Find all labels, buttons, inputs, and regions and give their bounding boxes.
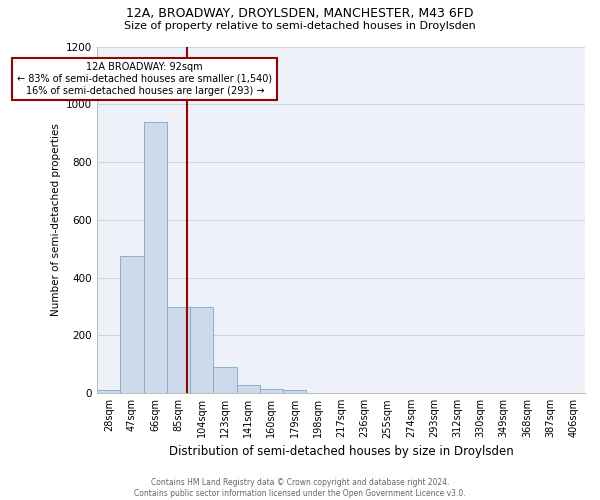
Bar [283, 390, 306, 393]
X-axis label: Distribution of semi-detached houses by size in Droylsden: Distribution of semi-detached houses by … [169, 444, 514, 458]
Bar [236, 384, 260, 393]
Bar [143, 122, 167, 393]
Y-axis label: Number of semi-detached properties: Number of semi-detached properties [50, 124, 61, 316]
Bar [97, 390, 121, 393]
Bar [167, 306, 190, 393]
Bar [260, 389, 283, 393]
Text: 12A BROADWAY: 92sqm
← 83% of semi-detached houses are smaller (1,540)
16% of sem: 12A BROADWAY: 92sqm ← 83% of semi-detach… [17, 62, 272, 96]
Bar [214, 367, 236, 393]
Bar [121, 256, 143, 393]
Bar [190, 306, 214, 393]
Text: 12A, BROADWAY, DROYLSDEN, MANCHESTER, M43 6FD: 12A, BROADWAY, DROYLSDEN, MANCHESTER, M4… [126, 8, 474, 20]
Text: Size of property relative to semi-detached houses in Droylsden: Size of property relative to semi-detach… [124, 21, 476, 31]
Text: Contains HM Land Registry data © Crown copyright and database right 2024.
Contai: Contains HM Land Registry data © Crown c… [134, 478, 466, 498]
